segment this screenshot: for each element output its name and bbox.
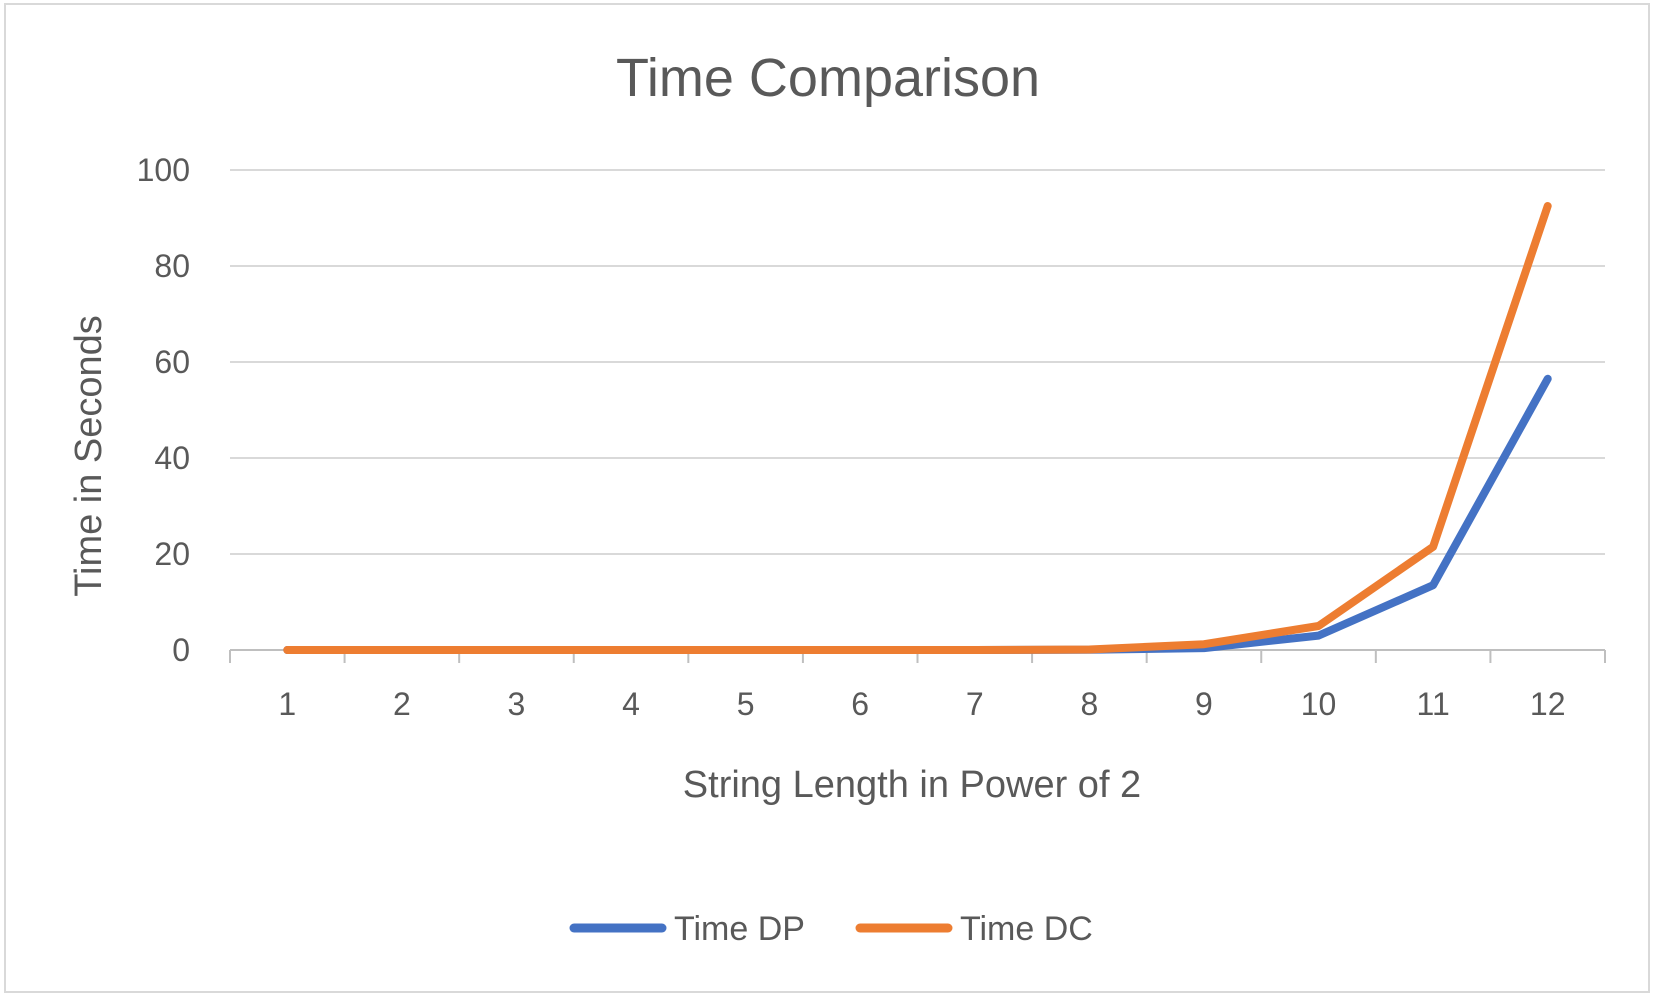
x-tick-label: 10 bbox=[1301, 686, 1337, 722]
x-tick-label: 9 bbox=[1195, 686, 1213, 722]
x-tick-label: 6 bbox=[851, 686, 869, 722]
y-tick-label: 60 bbox=[154, 344, 190, 380]
legend: Time DP Time DC bbox=[569, 910, 1093, 948]
y-tick-label: 80 bbox=[154, 248, 190, 284]
legend-label: Time DC bbox=[960, 910, 1093, 948]
series-lines bbox=[283, 202, 1552, 654]
y-tick-label: 0 bbox=[172, 632, 190, 668]
x-tick-label: 11 bbox=[1417, 686, 1450, 722]
y-tick-label: 20 bbox=[154, 536, 190, 572]
x-tick-label: 1 bbox=[278, 686, 296, 722]
series-line-time-dp bbox=[283, 374, 1552, 654]
chart-title: Time Comparison bbox=[616, 48, 1040, 108]
x-tick-label: 12 bbox=[1530, 686, 1566, 722]
x-tick-label: 7 bbox=[966, 686, 984, 722]
y-axis-ticks: 0 20 40 60 80 100 bbox=[137, 152, 190, 668]
x-tick-label: 4 bbox=[622, 686, 640, 722]
chart-frame bbox=[4, 3, 1650, 993]
x-axis-label: String Length in Power of 2 bbox=[683, 764, 1141, 806]
x-tick-label: 2 bbox=[393, 686, 411, 722]
x-tick-label: 5 bbox=[737, 686, 755, 722]
gridlines bbox=[230, 169, 1605, 555]
x-tick-label: 8 bbox=[1080, 686, 1098, 722]
y-tick-label: 40 bbox=[154, 440, 190, 476]
series-line-time-dc bbox=[283, 202, 1552, 654]
x-tick-label: 3 bbox=[508, 686, 526, 722]
legend-label: Time DP bbox=[674, 910, 805, 948]
x-axis-ticks: 1 2 3 4 5 6 7 8 9 10 11 12 bbox=[278, 686, 1565, 722]
y-axis-label: Time in Seconds bbox=[68, 315, 110, 597]
y-tick-label: 100 bbox=[137, 152, 190, 188]
